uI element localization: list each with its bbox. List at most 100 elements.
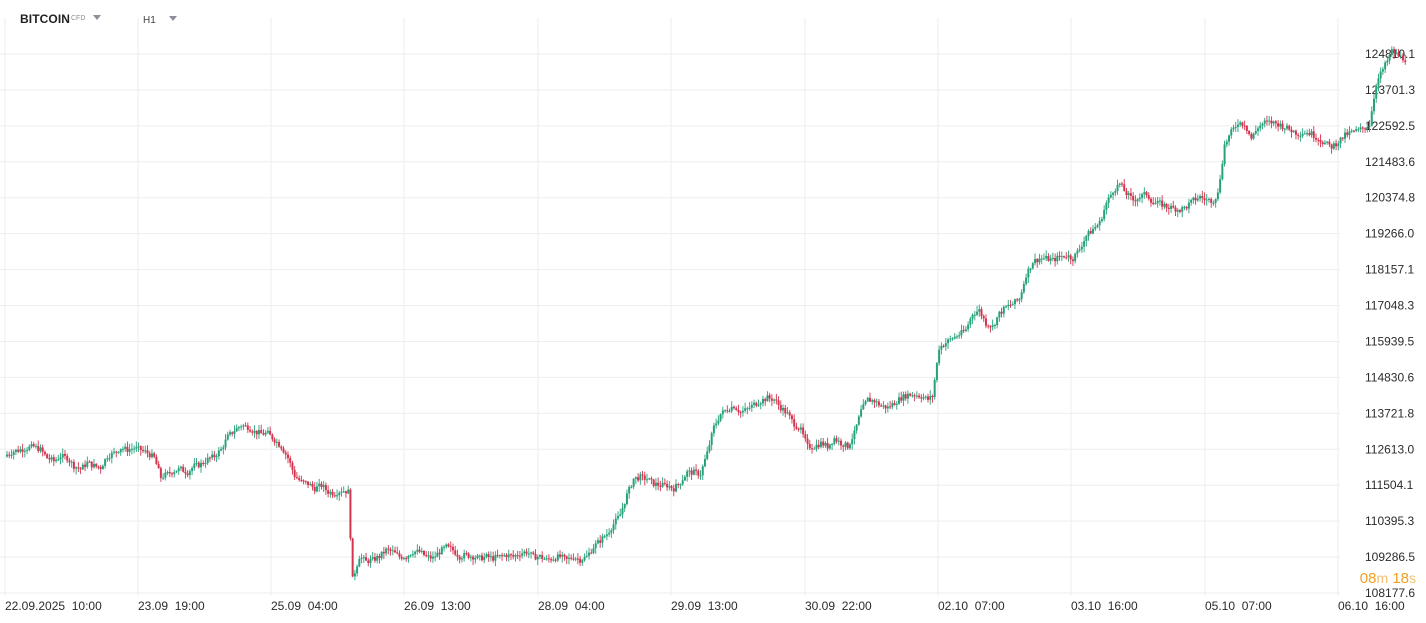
candle-up — [967, 324, 970, 330]
candle-down — [659, 485, 662, 487]
candle-down — [777, 400, 780, 405]
candle-up — [494, 555, 497, 561]
candle-up — [1199, 196, 1202, 199]
time-label: 30.09 22:00 — [805, 599, 872, 613]
candle-down — [447, 544, 450, 547]
candle-up — [1190, 199, 1193, 203]
candle-up — [507, 554, 510, 558]
candle-down — [846, 442, 849, 449]
candle-down — [732, 406, 735, 409]
candle-down — [1063, 256, 1066, 258]
candle-up — [757, 404, 760, 406]
candle-down — [458, 556, 461, 560]
candle-down — [735, 408, 738, 410]
candle-up — [266, 430, 269, 433]
candle-up — [476, 555, 479, 559]
candle-up — [1176, 210, 1179, 212]
candle-up — [683, 476, 686, 481]
candle-down — [249, 429, 252, 432]
candle-up — [536, 556, 539, 560]
candle-up — [853, 430, 856, 440]
candle-down — [541, 555, 544, 559]
price-label: 112613.0 — [1365, 442, 1414, 456]
candle-up — [721, 410, 724, 415]
candle-down — [418, 549, 421, 552]
candle-up — [1118, 183, 1121, 185]
candle-up — [224, 439, 227, 448]
timeframe-dropdown-icon[interactable] — [169, 16, 177, 21]
candle-up — [938, 349, 941, 364]
candle-up — [1350, 130, 1353, 132]
candle-up — [162, 477, 165, 479]
candle-up — [360, 557, 363, 560]
candle-up — [50, 457, 53, 460]
candle-down — [1393, 49, 1396, 54]
timeframe-selector[interactable]: H1 — [143, 15, 156, 26]
candle-up — [906, 393, 909, 399]
candle-down — [320, 483, 323, 487]
candle-down — [570, 557, 573, 559]
candle-down — [255, 430, 258, 435]
candle-down — [289, 458, 292, 463]
candle-up — [561, 554, 564, 557]
candle-up — [338, 492, 341, 496]
candle-up — [701, 466, 704, 476]
candle-up — [993, 324, 996, 326]
candle-down — [1129, 193, 1132, 196]
candle-up — [1272, 121, 1275, 124]
candle-down — [21, 449, 24, 452]
candle-down — [1328, 141, 1331, 145]
candle-up — [329, 491, 332, 494]
symbol-dropdown-icon[interactable] — [93, 15, 101, 20]
candle-up — [583, 556, 586, 561]
candle-down — [295, 477, 298, 479]
candle-down — [88, 461, 91, 463]
candle-down — [909, 393, 912, 396]
candle-down — [260, 430, 263, 434]
candle-up — [955, 336, 958, 338]
candle-down — [1297, 134, 1300, 136]
candle-up — [949, 338, 952, 340]
candle-down — [1069, 255, 1072, 260]
candle-up — [6, 454, 8, 457]
candle-up — [237, 427, 240, 429]
candle-up — [275, 441, 278, 443]
candle-up — [407, 555, 410, 559]
candle-down — [271, 434, 274, 440]
candle-up — [1279, 123, 1282, 127]
candle-up — [1112, 192, 1115, 195]
candle-down — [1201, 196, 1204, 198]
candle-up — [628, 486, 631, 494]
candle-up — [978, 309, 981, 312]
candle-down — [563, 554, 566, 557]
candle-down — [877, 401, 880, 406]
candle-up — [646, 479, 649, 481]
candle-up — [1355, 129, 1358, 131]
candle-up — [173, 472, 176, 475]
candle-up — [440, 547, 443, 555]
candle-down — [1250, 134, 1253, 139]
candle-up — [193, 463, 196, 469]
candle-down — [1281, 123, 1284, 130]
candle-down — [1089, 231, 1092, 234]
candle-up — [347, 489, 350, 494]
candle-up — [614, 518, 617, 525]
candle-down — [518, 555, 521, 557]
symbol-selector[interactable]: BITCOIN — [20, 12, 71, 26]
candle-up — [679, 484, 682, 486]
candle-down — [449, 546, 452, 548]
candle-down — [884, 405, 887, 409]
candle-down — [1000, 311, 1003, 314]
candle-down — [1047, 255, 1050, 261]
candle-up — [782, 407, 785, 411]
candle-down — [987, 325, 990, 327]
candle-down — [670, 486, 673, 489]
candle-up — [416, 549, 419, 552]
candle-up — [191, 468, 194, 472]
candle-up — [1056, 255, 1059, 262]
candle-down — [373, 557, 376, 561]
candle-up — [545, 558, 548, 560]
candle-up — [603, 536, 606, 538]
candle-up — [1337, 143, 1340, 147]
